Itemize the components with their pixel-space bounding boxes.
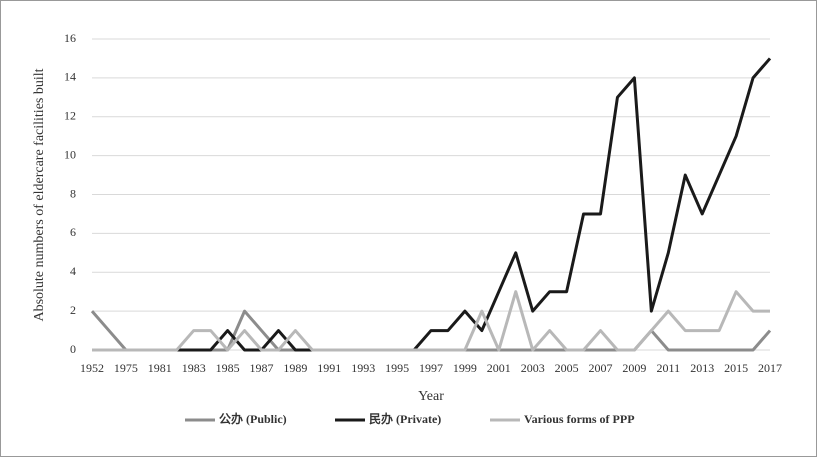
- series-line: [92, 290, 770, 352]
- x-tick-label: 2001: [487, 361, 511, 375]
- y-tick-label: 14: [64, 70, 76, 84]
- x-tick-label: 1997: [419, 361, 443, 375]
- y-tick-label: 10: [64, 147, 76, 161]
- x-tick-label: 1985: [216, 361, 240, 375]
- y-tick-label: 2: [70, 303, 76, 317]
- x-axis-label: Year: [418, 389, 444, 404]
- x-tick-label: 2003: [521, 361, 545, 375]
- x-tick-label: 1995: [385, 361, 409, 375]
- x-tick-label: 1999: [453, 361, 477, 375]
- x-tick-label: 1991: [317, 361, 341, 375]
- y-tick-label: 12: [64, 109, 76, 123]
- x-tick-label: 1987: [250, 361, 274, 375]
- y-tick-label: 8: [70, 186, 76, 200]
- x-tick-label: 2011: [657, 361, 681, 375]
- series-line: [92, 57, 772, 352]
- y-tick-label: 4: [70, 264, 76, 278]
- x-tick-label: 1981: [148, 361, 172, 375]
- x-tick-label: 1952: [80, 361, 104, 375]
- x-tick-label: 1989: [283, 361, 307, 375]
- y-tick-label: 6: [70, 225, 76, 239]
- y-tick-label: 0: [70, 342, 76, 356]
- x-tick-label: 2007: [589, 361, 613, 375]
- x-tick-label: 1975: [114, 361, 138, 375]
- x-tick-label: 2005: [555, 361, 579, 375]
- legend-label: 公办 (Public): [219, 411, 287, 426]
- x-tick-label: 2017: [758, 361, 782, 375]
- x-tick-label: 2009: [622, 361, 646, 375]
- x-tick-label: 1993: [351, 361, 375, 375]
- y-tick-label: 16: [64, 31, 76, 45]
- x-tick-label: 1983: [182, 361, 206, 375]
- legend-label: 民办 (Private): [369, 411, 441, 426]
- y-axis-label: Absolute numbers of eldercare facilities…: [32, 68, 47, 321]
- legend-label: Various forms of PPP: [524, 412, 635, 426]
- x-tick-label: 2015: [724, 361, 748, 375]
- x-tick-label: 2013: [690, 361, 714, 375]
